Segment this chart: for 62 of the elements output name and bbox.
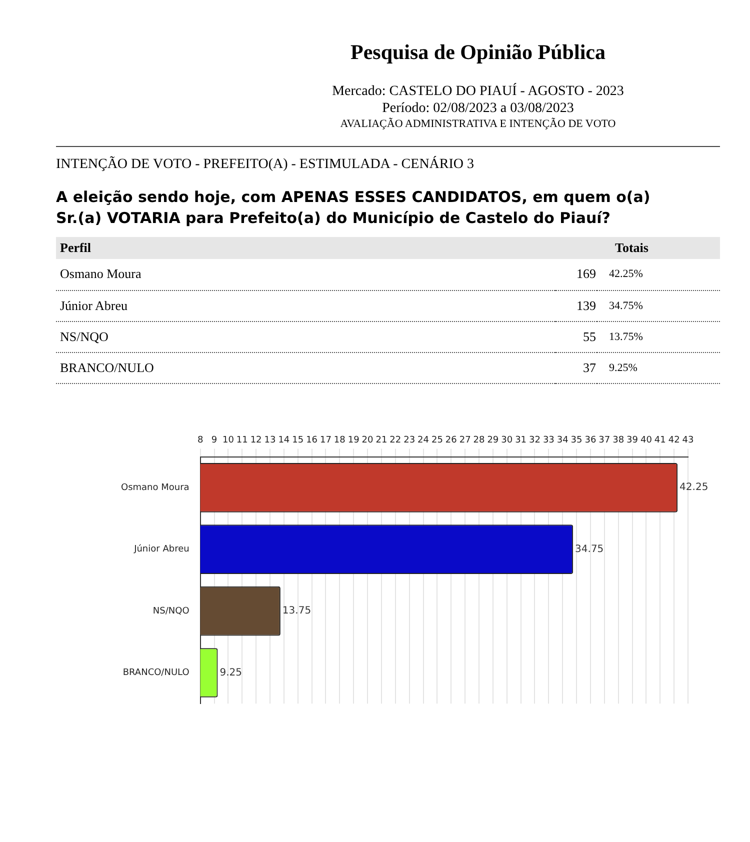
data-label: 13.75 xyxy=(282,605,312,616)
y-tick-label: Júnior Abreu xyxy=(133,543,190,554)
x-tick-label: 39 xyxy=(626,435,638,446)
x-tick-label: 36 xyxy=(584,435,596,446)
x-tick-label: 11 xyxy=(236,435,248,446)
y-tick-label: BRANCO/NULO xyxy=(122,668,190,678)
x-tick-label: 18 xyxy=(334,435,346,446)
x-tick-label: 14 xyxy=(278,435,290,446)
text: AVALIAÇÃO ADMINISTRATIVA E INTENÇÃO DE VOTO xyxy=(339,117,617,132)
x-tick-label: 27 xyxy=(459,435,471,446)
data-label: 13.75% xyxy=(608,330,644,344)
x-tick-label: 35 xyxy=(570,435,582,446)
x-tick-label: 17 xyxy=(320,435,332,446)
x-tick-label: 29 xyxy=(487,435,499,446)
x-tick-label: 19 xyxy=(348,435,360,446)
data-label: 42.25 xyxy=(680,482,708,493)
data-label: 55 xyxy=(582,328,597,346)
y-tick-label: Osmano Moura xyxy=(120,482,190,492)
x-tick-label: 24 xyxy=(418,435,430,446)
category-label: BRANCO/NULO xyxy=(59,358,155,376)
data-label: 42.25% xyxy=(608,267,644,282)
text: A eleição sendo hoje, com APENAS ESSES CANDIDATOS, em quem o(a) Sr.(a) VOTARIA para Prefeito(a) do Município de Castelo do Piauí? xyxy=(56,187,652,229)
text: Período: 02/08/2023 a 03/08/2023 xyxy=(381,100,575,117)
x-tick-label: 26 xyxy=(445,435,458,446)
x-tick-label: 15 xyxy=(292,435,304,446)
x-tick-label: 28 xyxy=(473,435,485,446)
data-label: 37 xyxy=(582,358,597,376)
x-tick-label: 13 xyxy=(264,435,276,446)
x-tick-label: 10 xyxy=(222,435,234,446)
x-tick-label: 21 xyxy=(376,435,388,446)
x-tick-label: 20 xyxy=(362,435,374,446)
data-label: 9.25 xyxy=(220,666,242,678)
x-tick-label: 42 xyxy=(668,435,680,446)
x-tick-label: 34 xyxy=(556,435,569,446)
x-tick-label: 37 xyxy=(598,435,610,446)
x-tick-label: 12 xyxy=(250,435,262,446)
x-tick-label: 32 xyxy=(529,435,540,446)
data-label: 34.75% xyxy=(608,298,644,314)
data-label: 9.25% xyxy=(608,360,638,376)
data-label: 169 xyxy=(576,265,597,284)
x-tick-label: 9 xyxy=(211,435,218,446)
x-tick-label: 30 xyxy=(501,435,513,446)
data-label: 34.75 xyxy=(575,543,604,554)
x-tick-label: 41 xyxy=(654,435,666,446)
category-label: Osmano Moura xyxy=(59,265,142,284)
data-label: 139 xyxy=(576,296,597,314)
x-tick-label: 23 xyxy=(404,435,416,446)
x-tick-label: 43 xyxy=(682,435,694,446)
x-tick-label: 22 xyxy=(390,435,402,446)
x-tick-label: 16 xyxy=(306,435,318,446)
text: Mercado: CASTELO DO PIAUÍ - AGOSTO - 2023 xyxy=(331,83,625,100)
x-tick-label: 8 xyxy=(197,435,204,446)
x-tick-label: 31 xyxy=(515,435,527,446)
text: Pesquisa de Opinião Pública xyxy=(350,40,606,65)
x-tick-label: 25 xyxy=(431,435,443,446)
category-label: NS/NQO xyxy=(59,328,110,346)
x-tick-label: 40 xyxy=(640,435,652,446)
x-tick-label: 33 xyxy=(542,435,554,446)
x-tick-label: 38 xyxy=(612,435,624,446)
y-tick-label: NS/NQO xyxy=(152,606,190,616)
text: INTENÇÃO DE VOTO - PREFEITO(A) - ESTIMULADA - CENÁRIO 3 xyxy=(56,146,720,173)
category-label: Júnior Abreu xyxy=(59,296,129,314)
